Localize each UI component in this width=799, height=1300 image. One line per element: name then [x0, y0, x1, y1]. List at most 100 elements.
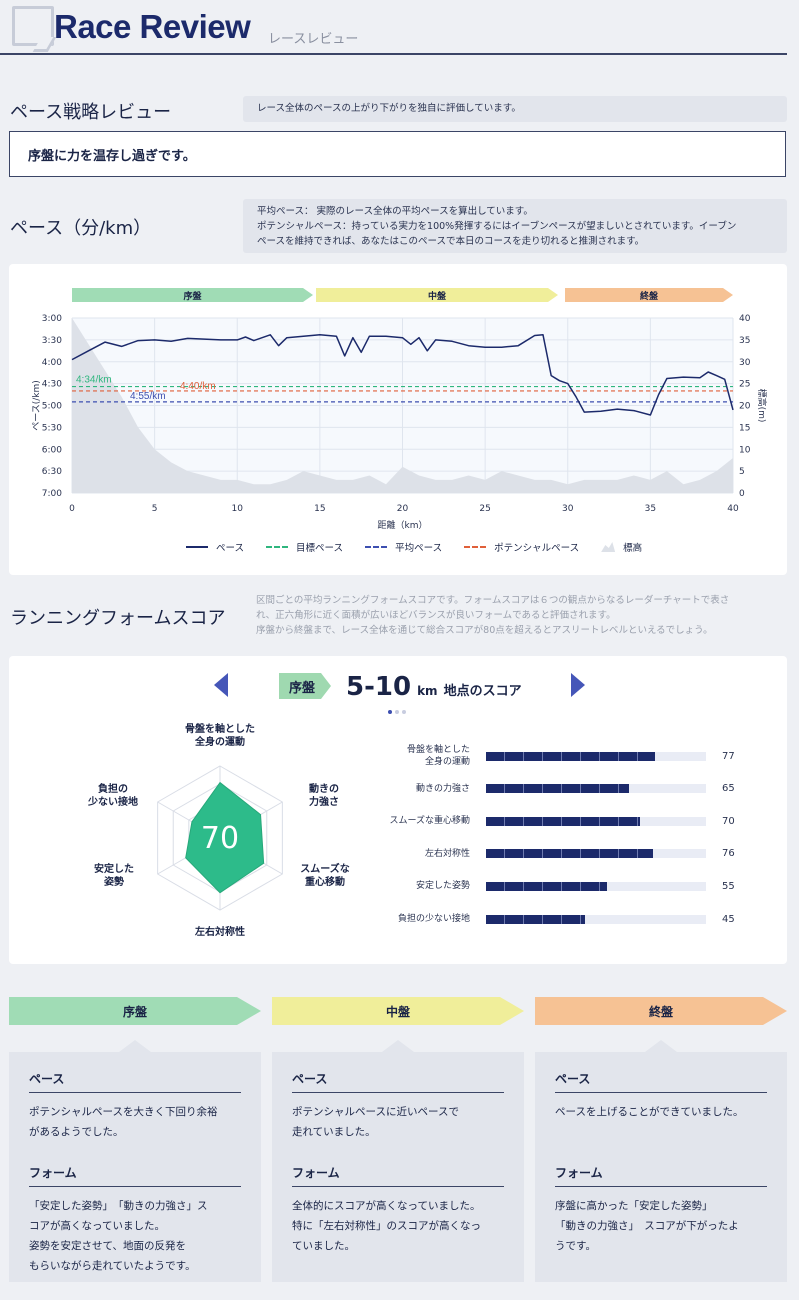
x-tick-label: 35 — [645, 504, 656, 514]
legend-label: ポテンシャルペース — [494, 543, 580, 554]
y-tick-label: 5:00 — [42, 402, 62, 412]
phase-panel-late: ペース ペースを上げることができていました。 フォーム 序盤に高かった「安定した… — [535, 1052, 787, 1282]
y2-tick-label: 40 — [739, 314, 751, 324]
x-tick-label: 5 — [152, 504, 158, 514]
radar-label-line: 左右対称性 — [195, 927, 245, 938]
score-bar-fill — [486, 881, 607, 891]
phase-text: 姿勢を安定させて、地面の反発を — [29, 1240, 186, 1252]
pace-note-line: ポテンシャルペース：持っている実力を100%発揮するにはイーブンペースが望ましい… — [257, 221, 737, 232]
radar-label-line: スムーズな — [300, 864, 350, 875]
radar-label-line: 姿勢 — [104, 877, 124, 888]
chart-legend: ペース 目標ペース 平均ペース ポテンシャルペース 標高 — [186, 540, 642, 554]
page-title: Race Review — [54, 8, 251, 45]
score-bar-label: スムーズな重心移動 — [360, 815, 470, 827]
phase-text — [555, 1122, 767, 1142]
chart-phase-late: 終盤 — [565, 288, 733, 302]
segment-range-unit: km — [417, 684, 438, 698]
phase-text: うです。 — [555, 1240, 596, 1252]
phase-text: ペースを上げることができていました。 — [555, 1106, 744, 1118]
score-bar-label: 骨盤を軸とした 全身の運動 — [360, 744, 470, 768]
phase-header-late: 終盤 — [535, 997, 787, 1025]
radar-label-line: 動きの — [309, 784, 339, 795]
radar-label-line: 少ない接地 — [88, 797, 138, 808]
score-bar-value: 76 — [722, 848, 735, 860]
prev-segment-button[interactable] — [214, 673, 228, 697]
score-bar-track — [486, 751, 706, 761]
score-bar-label-line: 骨盤を軸とした — [406, 745, 470, 755]
y-tick-label: 7:00 — [42, 489, 62, 499]
score-bar-track — [486, 914, 706, 924]
pace-heading: ペース — [555, 1070, 767, 1093]
elevation-area — [72, 318, 733, 493]
pace-note-line: 平均ペース： 実際のレース全体の平均ペースを算出しています。 — [257, 206, 533, 217]
form-score-card — [9, 656, 787, 964]
legend-item-target: 目標ペース — [266, 540, 343, 554]
x-tick-label: 10 — [232, 504, 244, 514]
phase-text: もらいながら走れていたようです。 — [29, 1260, 196, 1272]
score-bar-row: 負担の少ない接地 45 — [360, 906, 735, 932]
form-note-line: 序盤から終盤まで、レース全体を通じて総合スコアが80点を超えるとアスリートレベル… — [256, 625, 713, 636]
legend-area-icon — [601, 542, 616, 552]
radar-label-line: 負担の — [98, 784, 128, 795]
x-axis-label: 距離（km） — [378, 519, 428, 531]
phase-text: ていました。 — [292, 1240, 355, 1252]
next-segment-button[interactable] — [571, 673, 585, 697]
phase-notch — [645, 1040, 677, 1052]
score-bar-label: 左右対称性 — [360, 848, 470, 860]
score-bar-fill — [486, 914, 585, 924]
score-bar-label-line: 動きの力強さ — [415, 783, 470, 794]
score-bar-row: 安定した姿勢 55 — [360, 873, 735, 899]
legend-label: 目標ペース — [296, 543, 344, 554]
x-tick-label: 20 — [397, 504, 409, 514]
segment-range-suffix: 地点のスコア — [443, 684, 522, 699]
y2-tick-label: 10 — [739, 445, 751, 455]
y-tick-label: 6:00 — [42, 445, 62, 455]
radar-label-line: 重心移動 — [305, 877, 345, 888]
score-bar-value: 45 — [722, 913, 735, 925]
review-logo-icon — [12, 6, 54, 46]
score-bar-fill — [486, 751, 656, 761]
legend-dash-icon — [464, 546, 487, 548]
score-bar-track — [486, 849, 706, 859]
form-heading: フォーム — [292, 1164, 504, 1187]
form-radar-chart — [157, 765, 283, 911]
score-bar-track — [486, 881, 706, 891]
y2-tick-label: 20 — [739, 402, 751, 412]
form-heading: フォーム — [29, 1164, 241, 1187]
y-tick-label: 4:00 — [42, 358, 62, 368]
pace-strategy-title: ペース戦略レビュー — [10, 102, 172, 123]
pager-dot-active[interactable] — [388, 710, 392, 714]
legend-line-icon — [186, 546, 208, 548]
pager-dot[interactable] — [395, 710, 399, 714]
radar-label-pelvis: 骨盤を軸とした 全身の運動 — [170, 723, 270, 749]
phase-text: ポテンシャルペースに近いペースで — [292, 1106, 459, 1118]
pace-line — [71, 334, 734, 416]
phase-text: 「動きの力強さ」 スコアが下がったよ — [555, 1220, 739, 1232]
radar-label-line: 骨盤を軸とした — [185, 724, 255, 735]
radar-label-line: 全身の運動 — [195, 737, 245, 748]
pace-section-title: ペース（分/km） — [10, 218, 152, 239]
x-tick-label: 25 — [479, 504, 490, 514]
legend-item-elevation: 標高 — [601, 540, 642, 554]
form-heading: フォーム — [555, 1164, 767, 1187]
y2-tick-label: 35 — [739, 336, 750, 346]
score-bar-label-line: 安定した姿勢 — [415, 881, 470, 892]
phase-text: コアが高くなっていました。 — [29, 1220, 165, 1232]
radar-label-smooth: スムーズな 重心移動 — [290, 863, 360, 889]
form-note: 区間ごとの平均ランニングフォームスコアです。フォームスコアは６つの観点からなるレ… — [256, 593, 787, 638]
legend-label: ペース — [216, 543, 245, 554]
legend-label: 標高 — [623, 543, 643, 554]
pace-heading: ペース — [292, 1070, 504, 1093]
pager-dot[interactable] — [402, 710, 406, 714]
legend-dash-icon — [365, 546, 388, 548]
legend-dash-icon — [266, 546, 289, 548]
score-bar-track — [486, 784, 706, 794]
y2-tick-label: 15 — [739, 423, 750, 433]
score-bar-label-line: スムーズな重心移動 — [389, 816, 470, 827]
x-tick-label: 30 — [562, 504, 574, 514]
reference-label: 4:34/km — [76, 375, 112, 386]
score-bar-value: 70 — [722, 815, 735, 827]
y-tick-label: 4:30 — [42, 380, 62, 390]
radar-label-landing: 負担の 少ない接地 — [80, 783, 146, 809]
radar-label-symmetry: 左右対称性 — [180, 926, 260, 939]
